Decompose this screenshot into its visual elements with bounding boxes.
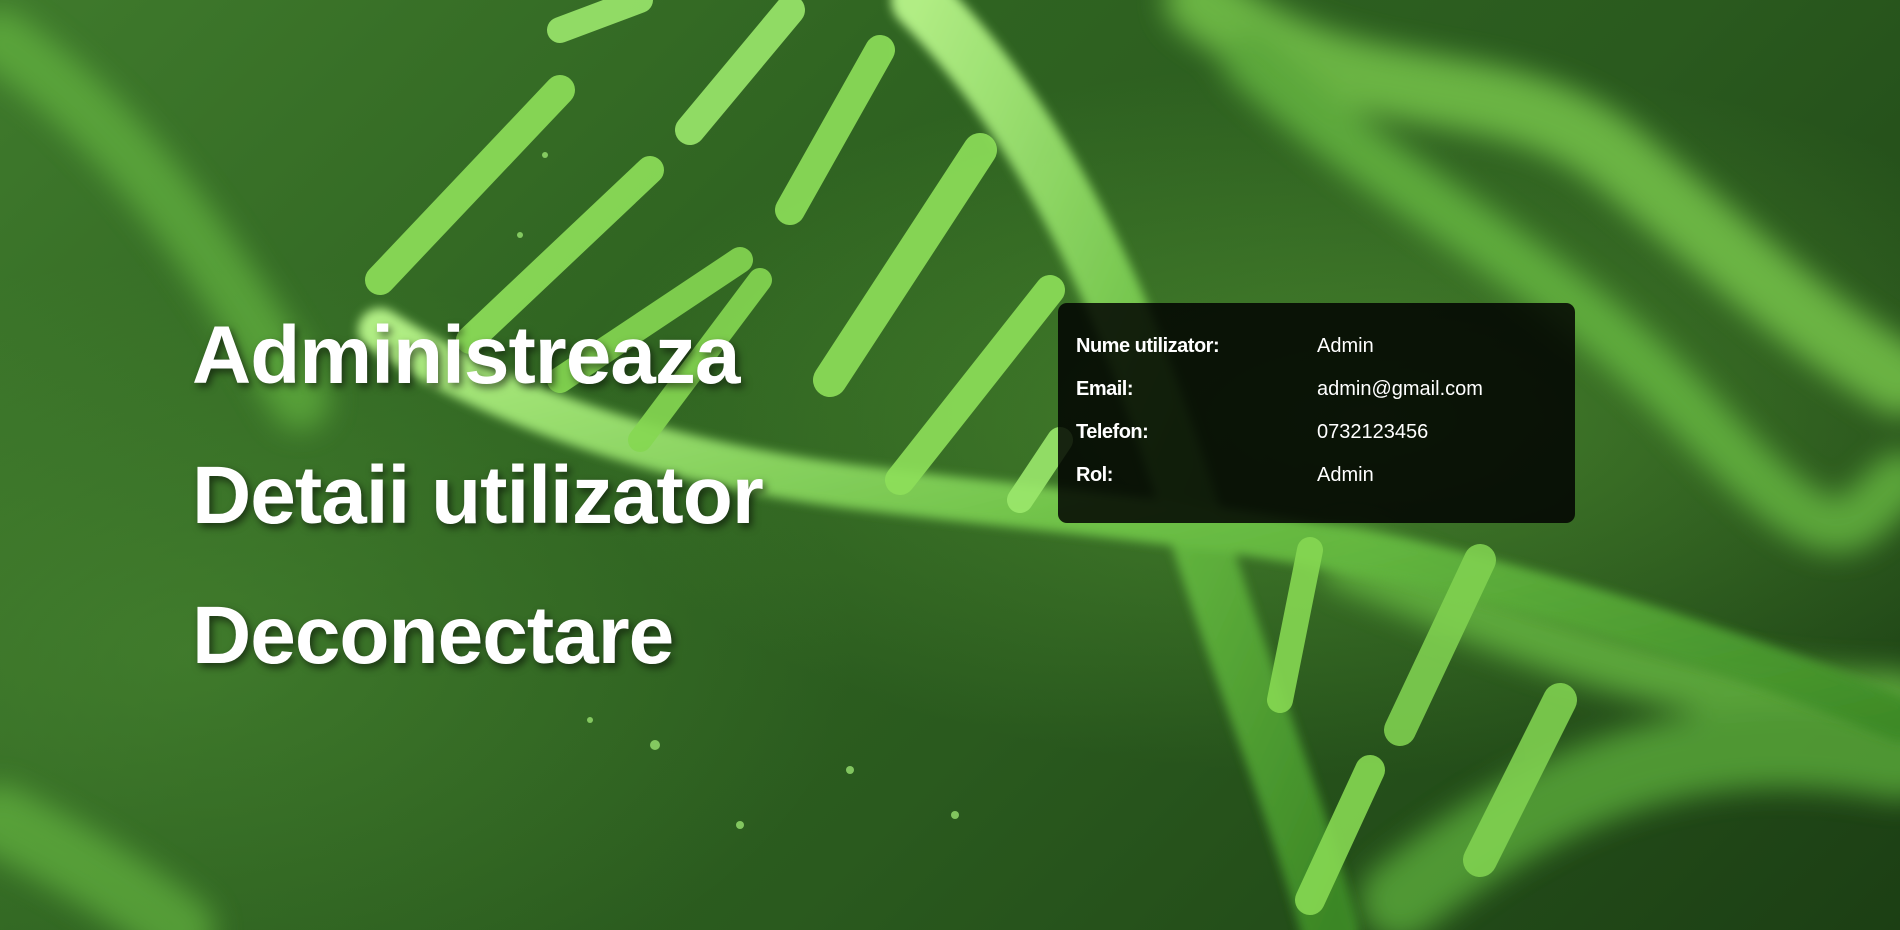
- user-details-card: Nume utilizator: Admin Email: admin@gmai…: [1058, 303, 1575, 523]
- user-details-row-email: Email: admin@gmail.com: [1076, 368, 1557, 411]
- user-details-label: Nume utilizator:: [1076, 335, 1220, 357]
- main-navigation: Administreaza Detaii utilizator Deconect…: [192, 286, 892, 706]
- user-details-label: Rol:: [1076, 464, 1113, 486]
- nav-link-deconectare[interactable]: Deconectare: [192, 590, 674, 681]
- user-details-row-phone: Telefon: 0732123456: [1076, 411, 1557, 454]
- user-details-label: Telefon:: [1076, 421, 1149, 443]
- user-details-row-name: Nume utilizator: Admin: [1076, 325, 1557, 368]
- nav-link-administreaza[interactable]: Administreaza: [192, 310, 741, 401]
- user-details-label: Email:: [1076, 378, 1134, 400]
- user-details-row-role: Rol: Admin: [1076, 454, 1557, 497]
- user-details-value: Admin: [1317, 464, 1374, 486]
- user-details-value: 0732123456: [1317, 421, 1429, 443]
- user-details-value: Admin: [1317, 335, 1374, 357]
- user-details-value: admin@gmail.com: [1317, 378, 1483, 400]
- nav-link-detalii-utilizator[interactable]: Detaii utilizator: [192, 450, 764, 541]
